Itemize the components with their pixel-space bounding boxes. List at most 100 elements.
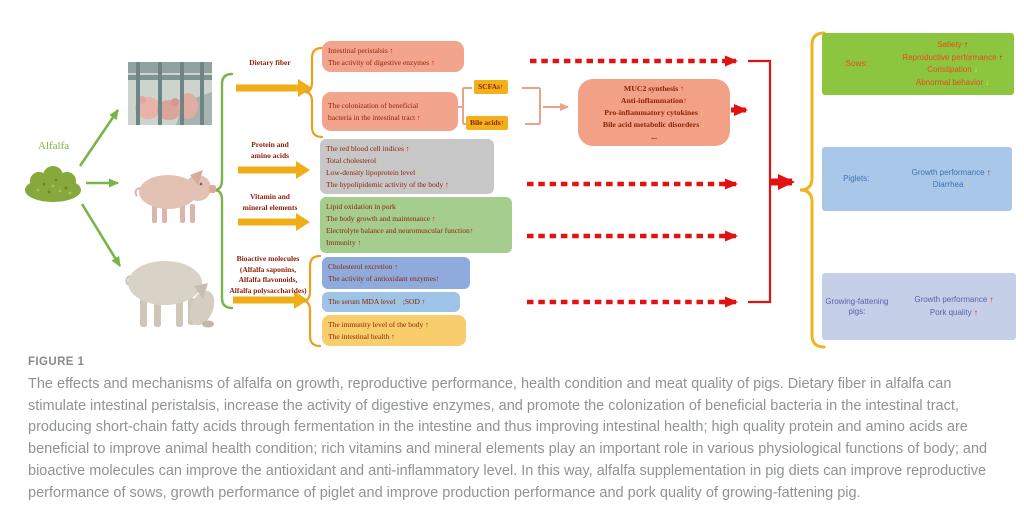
piglet-image	[134, 170, 216, 223]
box-line: The colonization of beneficial	[328, 100, 419, 110]
up-arrow-icon: ↑	[425, 319, 429, 329]
box-line: The activity of antioxidant enzymes↑	[328, 274, 440, 283]
down-arrow-icon: ↓	[701, 119, 706, 129]
up-arrow-icon: ↑	[986, 167, 991, 177]
outcome-line: Constipation ↓	[927, 65, 978, 74]
serum-mda-box: The serum MDA level ↓ ;SOD ↑	[322, 292, 460, 312]
up-arrow-icon: ↑	[394, 262, 398, 271]
category-bioactive: Bioactive molecules (Alfalfa saponins, A…	[216, 254, 320, 296]
grazing-pig-image	[125, 261, 215, 328]
outcome-line: Satiety ↑	[937, 40, 968, 49]
colonization-box: The colonization of beneficial bacteria …	[322, 92, 458, 131]
alfalfa-label: Alfalfa	[38, 140, 70, 152]
box-line: Pro-inflammatory cytokines ↓	[604, 107, 704, 117]
red-collector-line	[748, 59, 772, 304]
down-arrow-icon: ↓	[397, 202, 402, 211]
gold-arrow-dietary-fiber	[236, 79, 312, 97]
up-arrow-icon: ↑	[416, 112, 421, 122]
category-line: amino acids	[250, 150, 290, 160]
up-arrow-icon: ↑	[357, 238, 362, 247]
category-line: Dietary fiber	[249, 58, 291, 67]
category-line: Alfalfa flavonoids,	[238, 275, 298, 284]
sows-lines: Satiety ↑ Reproductive performance ↑ Con…	[891, 33, 1014, 95]
box-line: The red blood cell indices ↑	[326, 143, 410, 153]
up-arrow-icon: ↑	[432, 214, 436, 223]
up-arrow-icon: ↑	[405, 143, 410, 153]
category-line: Protein and	[251, 140, 289, 149]
box-line: bacteria in the intestinal tract ↑	[328, 112, 421, 122]
box-line: Immunity ↑	[326, 238, 362, 247]
growing-fattening-lines: Growth performance ↑ Pork quality ↑	[892, 273, 1016, 340]
box-line: Intestinal peristalsis ↑	[328, 45, 394, 55]
up-arrow-icon: ↑	[680, 83, 685, 93]
piglets-photo	[128, 62, 212, 125]
down-arrow-icon: ↓	[699, 107, 704, 117]
outcome-line: Growth performance ↑	[914, 295, 994, 304]
box-line: The body growth and maintenance ↑	[326, 214, 436, 223]
growing-fattening-label: Growing-fattening pigs:	[825, 296, 889, 316]
box-line: Low-density lipoprotein level ↓	[326, 167, 421, 177]
up-arrow-icon: ↑	[989, 295, 994, 304]
salmon-bracket-right	[522, 87, 541, 125]
down-arrow-icon: ↓	[377, 155, 382, 165]
muc2-mechanism-box: MUC2 synthesis ↑ Anti-inflammation↑ Pro-…	[578, 79, 730, 146]
piglets-outcome-box: Piglets: Growth performance ↑ Diarrhea ↓	[822, 147, 1012, 211]
category-line: Bioactive molecules	[236, 254, 300, 263]
category-dietary-fiber: Dietary fiber	[228, 58, 312, 69]
up-arrow-icon: ↑	[963, 40, 968, 49]
down-arrow-icon: ↓	[985, 77, 990, 87]
box-line: The serum MDA level ↓ ;SOD ↑	[328, 297, 426, 306]
outcome-line: Growth performance ↑	[911, 167, 991, 177]
up-arrow-icon: ↑	[435, 274, 440, 283]
piglets-lines: Growth performance ↑ Diarrhea ↓	[890, 147, 1012, 211]
up-arrow-icon: ↑	[499, 82, 504, 91]
growing-fattening-outcome-box: Growing-fattening pigs: Growth performan…	[822, 273, 1016, 340]
gold-arrow-protein	[238, 161, 310, 179]
box-line: Bile acid metabolic disorders ↓	[602, 119, 706, 129]
green-arrow-to-piglets-photo	[78, 109, 120, 167]
category-line: (Alfalfa saponins,	[239, 264, 297, 274]
connector-layer	[78, 31, 826, 349]
up-arrow-icon: ↑	[469, 226, 474, 235]
up-arrow-icon: ↑	[391, 331, 395, 341]
outcome-line: Reproductive performance ↑	[902, 52, 1003, 62]
gold-curly-brace-outcomes	[799, 31, 826, 349]
down-arrow-icon: ↓	[417, 167, 421, 177]
up-arrow-icon: ↑	[500, 118, 505, 127]
figure-label: FIGURE 1	[28, 356, 85, 368]
bile-acids-tag: Bile acids↑	[466, 116, 509, 130]
scfas-tag: SCFAs↑	[474, 80, 508, 94]
box-line: The activity of digestive enzymes ↑	[328, 57, 435, 67]
sows-label: Sows:	[845, 59, 868, 68]
box-line: Anti-inflammation↑	[620, 95, 688, 105]
box-line: Cholesterol excretion ↑	[328, 262, 398, 271]
up-arrow-icon: ↑	[998, 52, 1003, 62]
orange-brace-dietary	[304, 46, 324, 139]
box-line: The intestinal health ↑	[328, 331, 395, 341]
box-line: MUC2 synthesis ↑	[623, 83, 685, 93]
vitamin-effects-box: Lipid oxidation in pork ↓ The body growt…	[320, 197, 512, 253]
green-arrow-to-grazing-pig	[80, 203, 122, 267]
box-line: ...	[651, 131, 657, 141]
immunity-box: The immunity level of the body ↑ The int…	[322, 315, 466, 346]
orange-brace-bioactive	[302, 254, 322, 348]
up-arrow-icon: ↑	[683, 95, 688, 105]
up-arrow-icon: ↑	[973, 307, 978, 317]
up-arrow-icon: ↑	[421, 297, 426, 306]
intestinal-peristalsis-box: Intestinal peristalsis ↑ The activity of…	[322, 41, 464, 72]
down-arrow-icon: ↓	[973, 65, 978, 74]
figure-caption: The effects and mechanisms of alfalfa on…	[28, 376, 988, 501]
piglets-label: Piglets:	[843, 174, 870, 183]
category-protein: Protein and amino acids	[228, 140, 312, 161]
outcome-line: Diarrhea ↓	[932, 180, 970, 189]
up-arrow-icon: ↑	[431, 57, 435, 67]
gold-arrow-bioactive	[233, 291, 308, 309]
down-arrow-icon: ↓	[965, 180, 970, 189]
category-line: Alfalfa polysaccharides)	[229, 285, 307, 295]
outcome-line: Pork quality ↑	[929, 307, 978, 317]
up-arrow-icon: ↑	[389, 45, 394, 55]
box-line: The hypolipidemic activity of the body ↑	[326, 179, 449, 189]
gold-arrow-vitamin	[238, 213, 310, 231]
down-arrow-icon: ↓	[397, 297, 401, 306]
